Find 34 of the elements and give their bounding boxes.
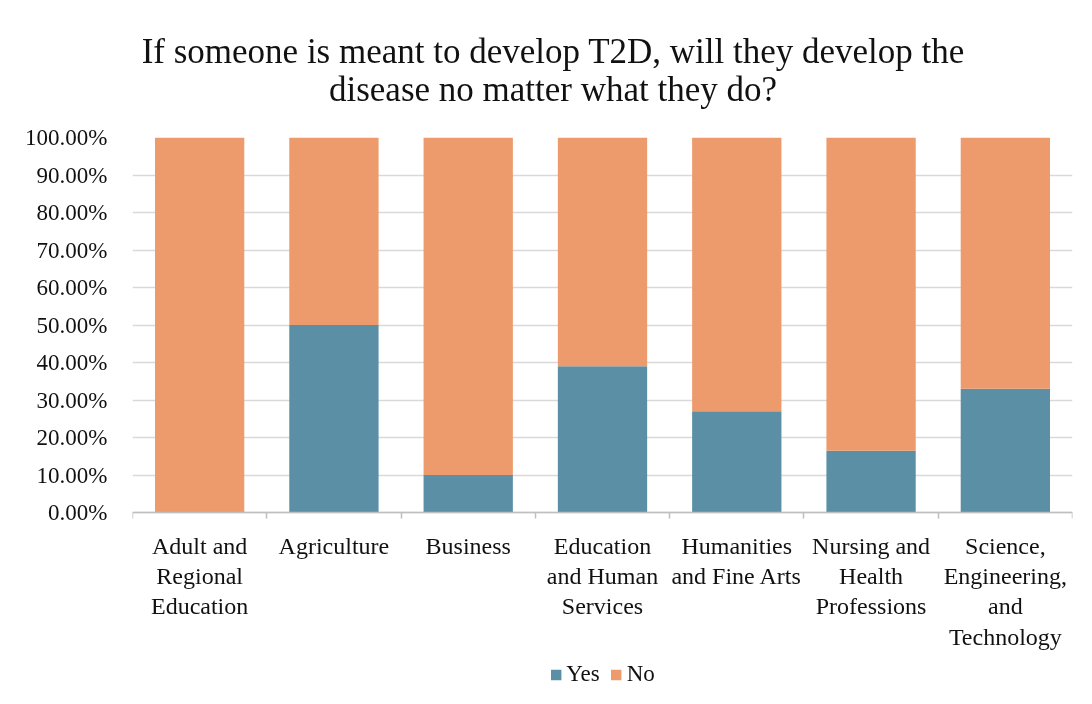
bar <box>557 137 648 367</box>
bar <box>289 325 379 513</box>
y-tick-label: 60.00% <box>36 275 108 300</box>
bar <box>826 450 916 513</box>
x-tick-label: Nursing and Health Professions <box>812 532 931 620</box>
bar <box>960 388 1051 513</box>
chart-title: If someone is meant to develop T2D, will they develop the disease no matter what they do? <box>141 32 965 109</box>
bar <box>423 137 513 475</box>
y-tick-label: 20.00% <box>36 425 108 450</box>
x-tick-label: Agriculture <box>278 532 390 559</box>
y-tick-label: 90.00% <box>36 162 108 188</box>
y-tick-label: 30.00% <box>36 387 108 413</box>
x-tick-label: Humanities and Fine Arts <box>671 532 801 589</box>
x-tick-label: Business <box>425 532 511 559</box>
y-tick-label: 70.00% <box>36 237 108 263</box>
bar <box>692 411 782 513</box>
bar <box>826 137 916 451</box>
y-tick-label: 10.00% <box>36 462 108 488</box>
bar <box>960 137 1051 389</box>
legend-label: No <box>626 661 655 687</box>
y-tick-label: 100.00% <box>25 125 108 150</box>
bar <box>423 475 513 513</box>
legend-label: Yes <box>566 661 600 687</box>
y-tick-label: 0.00% <box>48 500 108 525</box>
y-tick-label: 40.00% <box>36 350 108 375</box>
x-tick-label: Adult and Regional Education <box>150 532 249 620</box>
bar <box>557 366 648 513</box>
y-tick-label: 50.00% <box>36 312 108 338</box>
bar <box>154 137 245 513</box>
bar <box>692 137 782 412</box>
bar <box>289 137 379 325</box>
y-tick-label: 80.00% <box>36 200 108 225</box>
x-tick-label: Education and Human Services <box>546 532 659 620</box>
x-tick-label: Science, Engineering, and Technology <box>943 532 1068 650</box>
